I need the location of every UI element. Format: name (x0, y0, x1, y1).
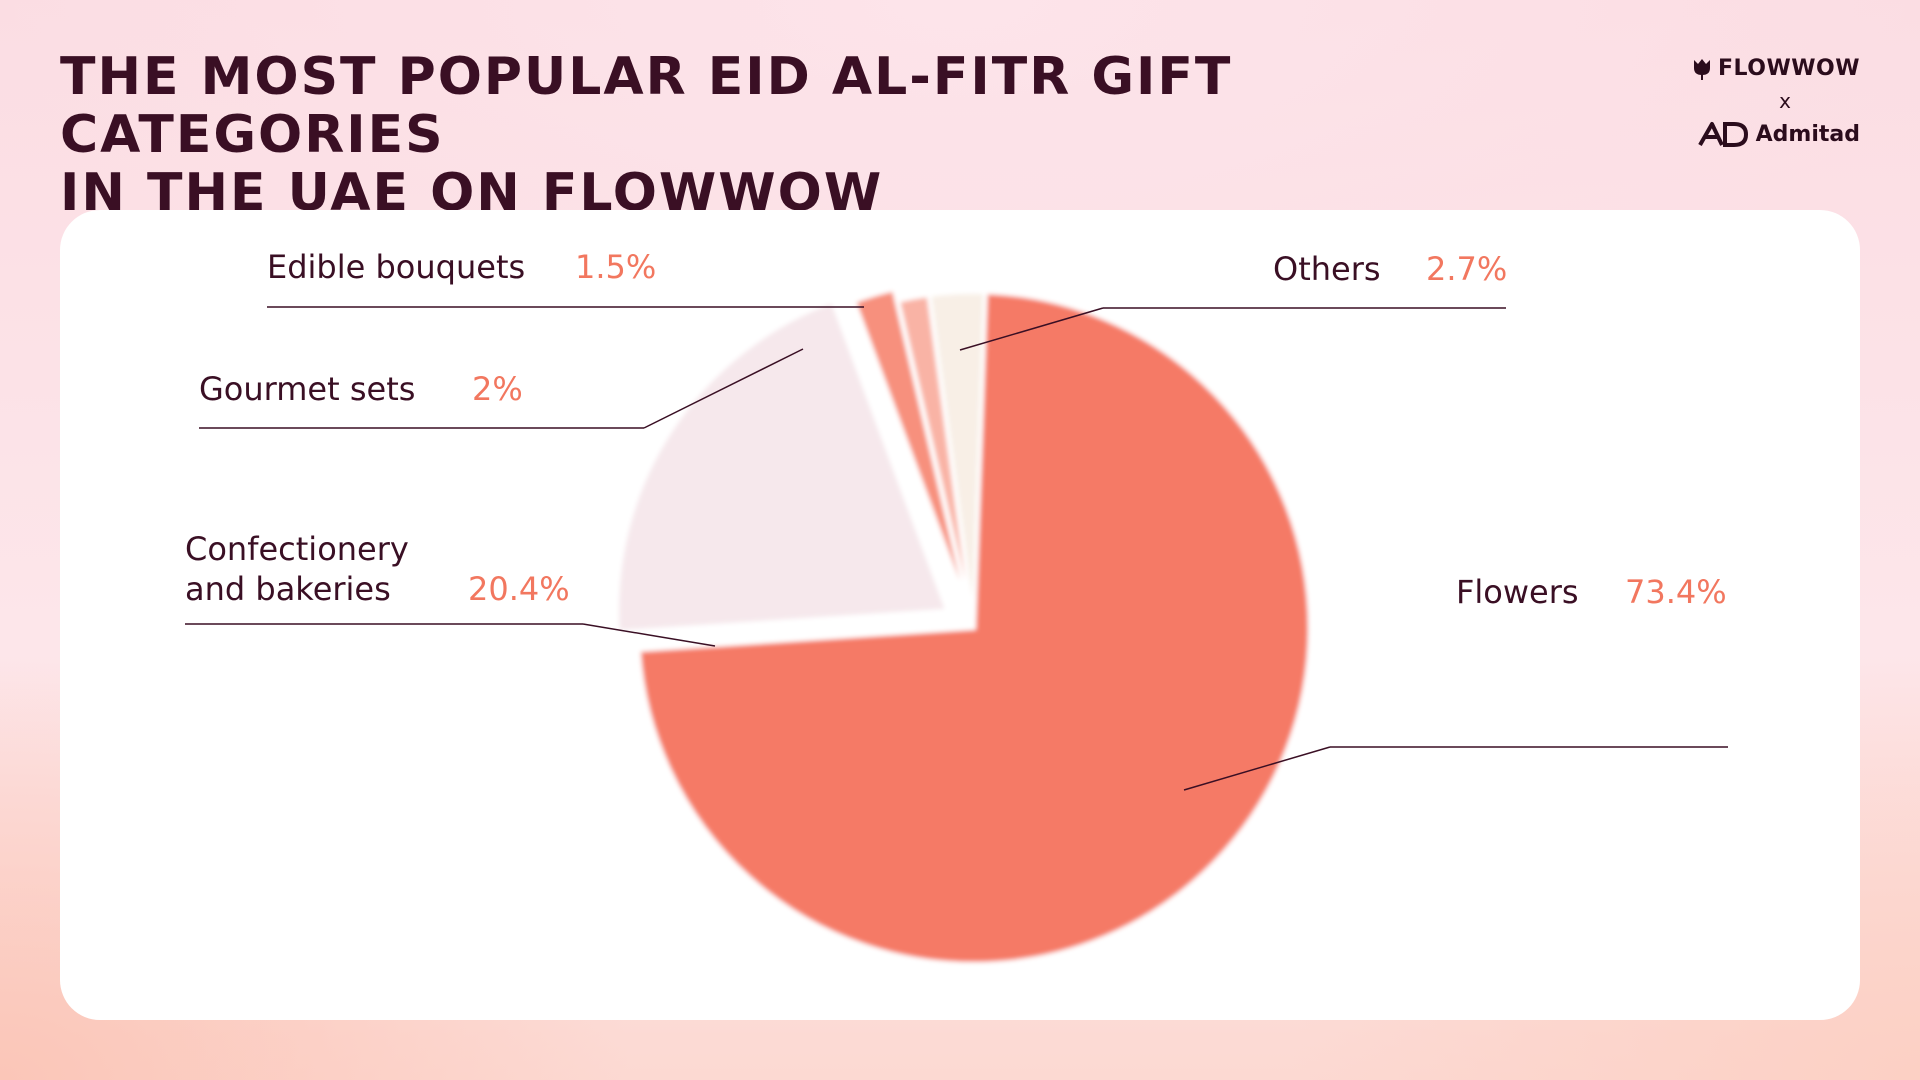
value-others: 2.7% (1426, 250, 1507, 288)
flowwow-logo: FLOWWOW (1680, 56, 1860, 81)
logo-separator: x (1779, 89, 1791, 113)
label-edible-bouquets: Edible bouquets (267, 248, 525, 286)
admitad-wordmark: Admitad (1755, 121, 1860, 147)
pie-slice-gourmet-sets (851, 286, 971, 612)
label-flowers: Flowers (1456, 573, 1579, 611)
pie-slice-confectionery-and-bakeries (615, 298, 950, 635)
value-flowers: 73.4% (1625, 573, 1727, 611)
pie-slice-others (927, 290, 988, 623)
value-edible-bouquets: 1.5% (575, 248, 656, 286)
title-line-1: THE MOST POPULAR EID AL-FITR GIFT CATEGO… (60, 47, 1233, 165)
label-confectionery-and-bakeries-line-2: and bakeries (185, 570, 391, 608)
leader-line-others (959, 307, 1104, 351)
leader-line-confectionery-and-bakeries (582, 623, 716, 647)
admitad-logo: Admitad (1680, 121, 1860, 147)
chart-card: Flowers 73.4% Confectionery and bakeries 20.… (60, 210, 1860, 1020)
pie-slice-flowers (636, 290, 1312, 966)
partner-logos: FLOWWOW x Admitad (1680, 56, 1860, 147)
page-title: THE MOST POPULAR EID AL-FITR GIFT CATEGO… (60, 48, 1560, 222)
leader-line-gourmet-sets (643, 348, 804, 429)
flowwow-wordmark: FLOWWOW (1718, 56, 1860, 81)
value-confectionery-and-bakeries: 20.4% (468, 570, 570, 608)
value-gourmet-sets: 2% (472, 370, 523, 408)
tulip-icon (1694, 58, 1711, 80)
label-confectionery-and-bakeries-line-1: Confectionery (185, 530, 409, 568)
label-gourmet-sets: Gourmet sets (199, 370, 415, 408)
label-others: Others (1273, 250, 1381, 288)
ad-monogram-icon (1697, 122, 1748, 147)
leader-line-flowers (1183, 746, 1331, 791)
